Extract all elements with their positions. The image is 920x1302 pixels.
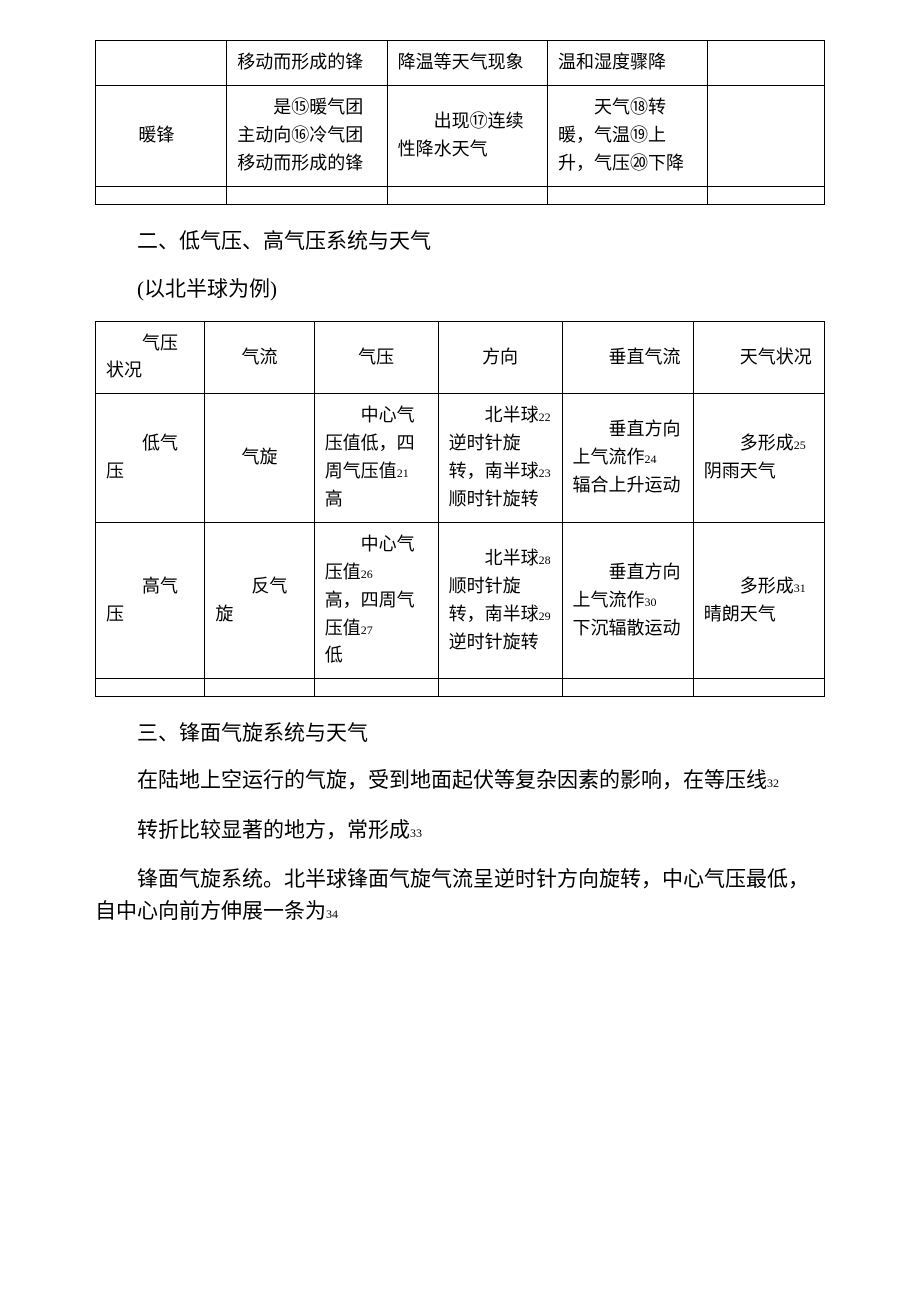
cell: 是⑮暖气团主动向⑯冷气团移动而形成的锋 bbox=[227, 85, 387, 186]
header-cell: 垂直气流 bbox=[562, 321, 693, 394]
cell: 出现⑰连续性降水天气 bbox=[387, 85, 547, 186]
section-3-title: 三、锋面气旋系统与天气 bbox=[95, 717, 825, 747]
marker-32: 32 bbox=[767, 776, 779, 790]
table-row-empty bbox=[96, 186, 825, 204]
cell-text: 顺时针旋转 bbox=[449, 489, 539, 509]
paragraph-2: 转折比较显著的地方，常形成33 bbox=[95, 815, 825, 847]
cell-text: 垂直方向上气流作 bbox=[573, 562, 681, 610]
marker-25: 25 bbox=[794, 438, 806, 452]
cell bbox=[708, 186, 825, 204]
cell bbox=[708, 41, 825, 86]
marker-33: 33 bbox=[410, 826, 422, 840]
cell: 天气⑱转暖，气温⑲上升，气压⑳下降 bbox=[547, 85, 707, 186]
cell bbox=[227, 186, 387, 204]
table-row: 暖锋 是⑮暖气团主动向⑯冷气团移动而形成的锋 出现⑰连续性降水天气 天气⑱转暖，… bbox=[96, 85, 825, 186]
cell: 温和湿度骤降 bbox=[547, 41, 707, 86]
cell bbox=[205, 679, 314, 697]
header-cell: 气流 bbox=[205, 321, 314, 394]
table-row: 移动而形成的锋 降温等天气现象 温和湿度骤降 bbox=[96, 41, 825, 86]
cell: 垂直方向上气流作30 下沉辐散运动 bbox=[562, 522, 693, 678]
section-2-subtitle: (以北半球为例) bbox=[95, 273, 825, 303]
cell-text: 高 bbox=[325, 489, 343, 509]
cell bbox=[708, 85, 825, 186]
cell-text: 晴朗天气 bbox=[704, 604, 776, 624]
cell-text: 多形成 bbox=[704, 433, 794, 453]
pressure-systems-table: 气压状况 气流 气压 方向 垂直气流 天气状况 低气压 气旋 中心气压值低，四周… bbox=[95, 321, 825, 698]
cell bbox=[96, 679, 205, 697]
marker-21: 21 bbox=[397, 466, 409, 480]
header-cell: 方向 bbox=[438, 321, 562, 394]
fronts-table: 移动而形成的锋 降温等天气现象 温和湿度骤降 暖锋 是⑮暖气团主动向⑯冷气团移动… bbox=[95, 40, 825, 205]
cell: 反气旋 bbox=[205, 522, 314, 678]
cell-text: 北半球 bbox=[449, 548, 539, 568]
cell bbox=[693, 679, 824, 697]
header-cell: 气压 bbox=[314, 321, 438, 394]
cell-text: 垂直方向上气流作 bbox=[573, 419, 681, 467]
marker-34: 34 bbox=[326, 907, 338, 921]
cell: 中心气压值26高，四周气压值27低 bbox=[314, 522, 438, 678]
cell-text: 北半球 bbox=[449, 405, 539, 425]
marker-26: 26 bbox=[361, 567, 373, 581]
cell: 垂直方向上气流作24 辐合上升运动 bbox=[562, 394, 693, 523]
marker-24: 24 bbox=[645, 452, 657, 466]
cell: 多形成31 晴朗天气 bbox=[693, 522, 824, 678]
section-2-title: 二、低气压、高气压系统与天气 bbox=[95, 225, 825, 255]
cell bbox=[387, 186, 547, 204]
cell bbox=[562, 679, 693, 697]
cell: 北半球22逆时针旋转，南半球23顺时针旋转 bbox=[438, 394, 562, 523]
marker-27: 27 bbox=[361, 623, 373, 637]
cell: 高气压 bbox=[96, 522, 205, 678]
cell-warm-front: 暖锋 bbox=[96, 85, 227, 186]
cell: 降温等天气现象 bbox=[387, 41, 547, 86]
marker-22: 22 bbox=[539, 410, 551, 424]
paragraph-1: 在陆地上空运行的气旋，受到地面起伏等复杂因素的影响，在等压线32 bbox=[95, 765, 825, 797]
cell-text: 逆时针旋转 bbox=[449, 632, 539, 652]
cell: 中心气压值低，四周气压值21高 bbox=[314, 394, 438, 523]
cell-text: 顺时针旋转，南半球 bbox=[449, 576, 539, 624]
cell: 多形成25 阴雨天气 bbox=[693, 394, 824, 523]
cell bbox=[96, 41, 227, 86]
cell: 气旋 bbox=[205, 394, 314, 523]
cell bbox=[96, 186, 227, 204]
cell: 北半球28顺时针旋转，南半球29逆时针旋转 bbox=[438, 522, 562, 678]
marker-23: 23 bbox=[539, 466, 551, 480]
table-row-low-pressure: 低气压 气旋 中心气压值低，四周气压值21高 北半球22逆时针旋转，南半球23顺… bbox=[96, 394, 825, 523]
cell bbox=[314, 679, 438, 697]
para-text: 锋面气旋系统。北半球锋面气旋气流呈逆时针方向旋转，中心气压最低，自中心向前方伸展… bbox=[95, 867, 809, 923]
cell-text: 暖锋 bbox=[106, 122, 216, 150]
para-text: 在陆地上空运行的气旋，受到地面起伏等复杂因素的影响，在等压线 bbox=[95, 768, 767, 792]
table-header-row: 气压状况 气流 气压 方向 垂直气流 天气状况 bbox=[96, 321, 825, 394]
marker-28: 28 bbox=[539, 553, 551, 567]
cell-text: 下沉辐散运动 bbox=[573, 618, 681, 638]
paragraph-3: 锋面气旋系统。北半球锋面气旋气流呈逆时针方向旋转，中心气压最低，自中心向前方伸展… bbox=[95, 864, 825, 927]
cell: 移动而形成的锋 bbox=[227, 41, 387, 86]
table-row-high-pressure: 高气压 反气旋 中心气压值26高，四周气压值27低 北半球28顺时针旋转，南半球… bbox=[96, 522, 825, 678]
header-cell: 气压状况 bbox=[96, 321, 205, 394]
para-text: 转折比较显著的地方，常形成 bbox=[95, 818, 410, 842]
cell-text: 阴雨天气 bbox=[704, 461, 776, 481]
cell bbox=[547, 186, 707, 204]
cell: 低气压 bbox=[96, 394, 205, 523]
cell-text: 逆时针旋转，南半球 bbox=[449, 433, 539, 481]
cell-text: 辐合上升运动 bbox=[573, 475, 681, 495]
marker-31: 31 bbox=[794, 581, 806, 595]
header-cell: 天气状况 bbox=[693, 321, 824, 394]
table-row-empty bbox=[96, 679, 825, 697]
marker-30: 30 bbox=[645, 595, 657, 609]
cell-text: 多形成 bbox=[704, 576, 794, 596]
marker-29: 29 bbox=[539, 609, 551, 623]
cell bbox=[438, 679, 562, 697]
cell-text: 低 bbox=[325, 645, 343, 665]
